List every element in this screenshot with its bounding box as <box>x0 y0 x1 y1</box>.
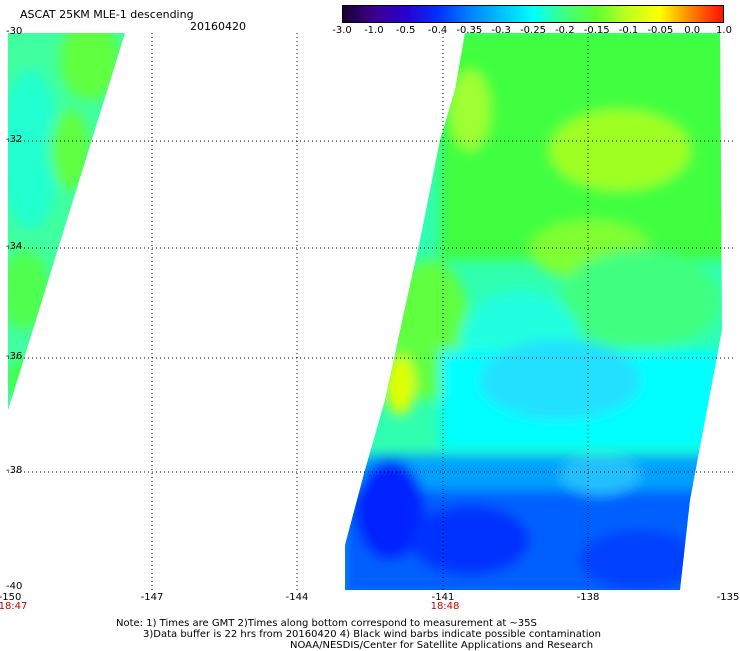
colorbar-tick-label: 0.0 <box>684 25 701 36</box>
colorbar-tick-label: -0.05 <box>647 25 674 36</box>
lat-label-32: -32 <box>6 134 23 145</box>
colorbar-tick-label: -0.25 <box>520 25 546 36</box>
lat-lon-grid <box>8 33 733 590</box>
lat-label-30: -30 <box>6 26 23 37</box>
map-title: ASCAT 25KM MLE-1 descending <box>20 8 194 21</box>
colorbar-tick-label: -0.3 <box>491 25 511 36</box>
colorbar-tick-label: -0.2 <box>555 25 575 36</box>
lon-label-144: -144 <box>285 592 309 603</box>
lat-label-38: -38 <box>6 465 23 476</box>
colorbar-tick-label: -0.4 <box>427 25 448 36</box>
east-swath <box>345 33 722 590</box>
colorbar <box>342 5 724 23</box>
lat-label-40: -40 <box>6 581 23 592</box>
note-line-1: Note: 1) Times are GMT 2)Times along bot… <box>116 618 537 629</box>
note-line-3: NOAA/NESDIS/Center for Satellite Applica… <box>290 640 594 651</box>
lon-label-147: -147 <box>140 592 164 603</box>
lon-label-141: -141 <box>431 592 455 603</box>
lat-label-36: -36 <box>6 351 23 362</box>
lon-label-135: -135 <box>716 592 740 603</box>
colorbar-tick-label: -0.5 <box>395 25 416 36</box>
time-label-1847: 18:47 <box>0 601 28 612</box>
note-line-2: 3)Data buffer is 22 hrs from 20160420 4)… <box>143 629 601 640</box>
lon-label-150: -150 <box>0 592 22 603</box>
colorbar-tick-label: -0.35 <box>456 25 483 36</box>
map-date: 20160420 <box>190 20 246 33</box>
colorbar-tick-label: -0.15 <box>583 25 610 36</box>
colorbar-tick-label: -0.1 <box>618 25 639 36</box>
lat-label-34: -34 <box>6 241 23 252</box>
colorbar-tick-label: -3.0 <box>332 25 352 36</box>
colorbar-tick-label: 1.0 <box>716 25 732 36</box>
colorbar-tick-label: -1.0 <box>364 25 384 36</box>
lon-label-138: -138 <box>576 592 600 603</box>
time-label-1848: 18:48 <box>430 601 460 612</box>
